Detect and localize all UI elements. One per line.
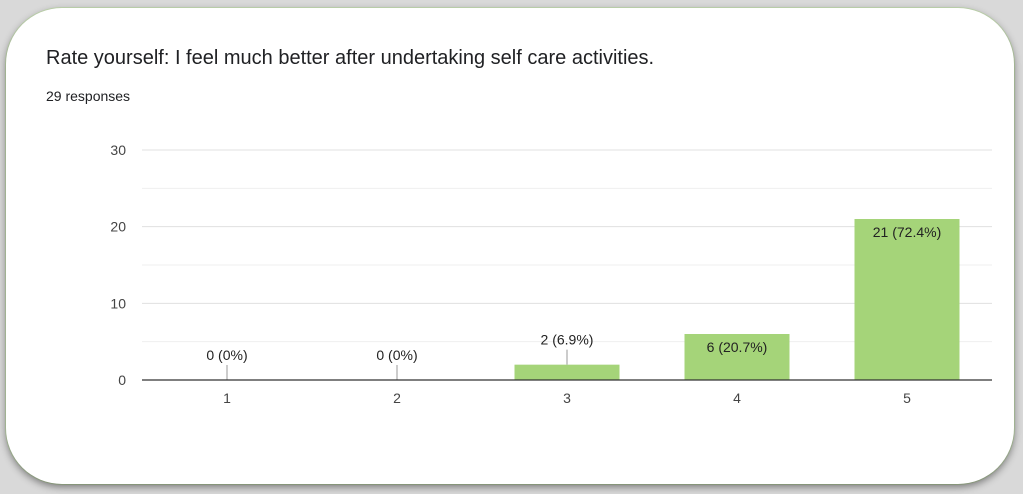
data-label: 0 (0%) [376, 347, 417, 363]
chart-card [6, 8, 1014, 484]
y-tick-label: 20 [110, 219, 126, 235]
data-label: 0 (0%) [206, 347, 247, 363]
y-tick-label: 10 [110, 295, 126, 311]
bar [854, 219, 960, 380]
x-tick-label: 3 [563, 390, 571, 406]
chart-title: Rate yourself: I feel much better after … [46, 47, 655, 69]
data-label: 21 (72.4%) [873, 224, 941, 240]
bar [514, 364, 620, 380]
x-tick-label: 2 [393, 390, 401, 406]
response-count: 29 responses [46, 88, 131, 104]
y-tick-label: 30 [110, 142, 126, 158]
x-tick-label: 5 [903, 390, 911, 406]
x-tick-label: 4 [733, 390, 741, 406]
data-label: 2 (6.9%) [541, 332, 594, 348]
x-tick-label: 1 [223, 390, 231, 406]
data-label: 6 (20.7%) [707, 339, 768, 355]
y-tick-label: 0 [118, 372, 126, 388]
bar [684, 334, 790, 380]
